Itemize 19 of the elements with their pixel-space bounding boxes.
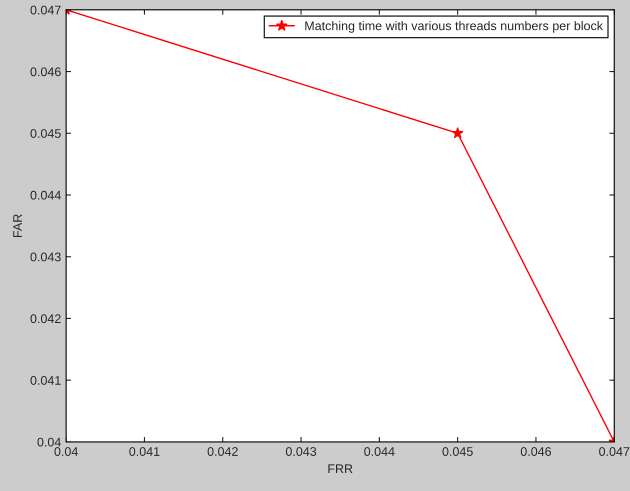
x-tick-label: 0.047 (599, 447, 630, 456)
x-axis-title: FRR (328, 464, 352, 474)
x-tick-label: 0.04 (54, 447, 78, 456)
x-tick-label: 0.041 (129, 447, 160, 456)
x-tick-label: 0.044 (364, 447, 395, 456)
x-tick-label: 0.043 (286, 447, 316, 456)
x-tick-label: 0.042 (208, 447, 238, 456)
y-tick-label: 0.046 (30, 67, 61, 76)
y-tick-label: 0.041 (30, 376, 61, 385)
x-tick-label: 0.045 (442, 447, 473, 456)
y-axis-title: FAR (13, 214, 22, 237)
y-tick-label: 0.045 (30, 129, 61, 138)
y-tick-label: 0.044 (30, 190, 61, 200)
y-tick-label: 0.043 (30, 252, 61, 262)
y-tick-label: 0.04 (37, 438, 61, 447)
x-tick-label: 0.046 (520, 447, 552, 456)
legend-label: Matching time with various threads numbers per block (305, 21, 604, 33)
y-tick-label: 0.047 (30, 6, 61, 14)
y-tick-label: 0.042 (30, 314, 61, 324)
